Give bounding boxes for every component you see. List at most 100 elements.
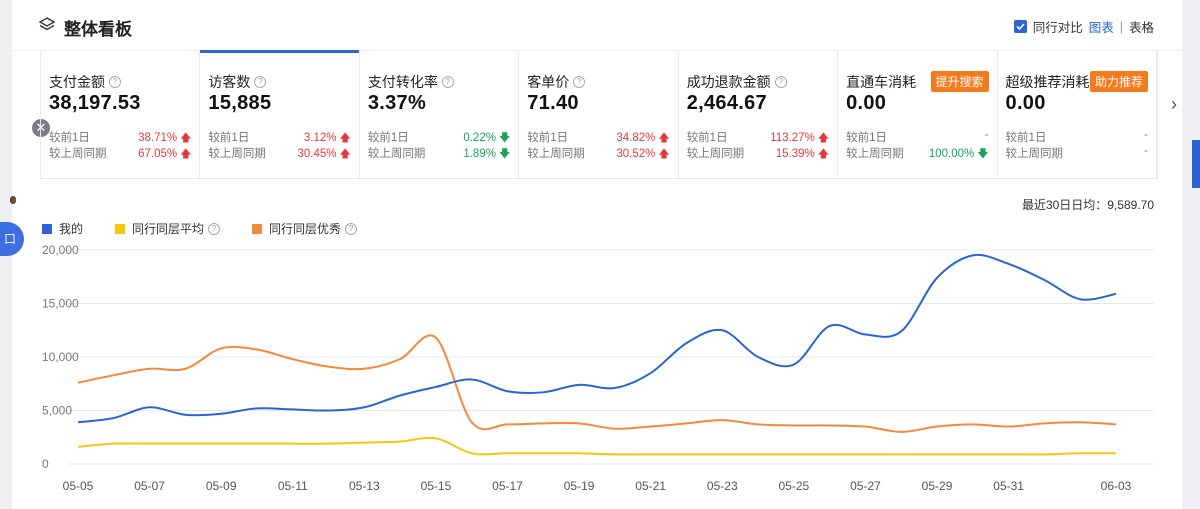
metrics-row: 支付金额? 38,197.53 较前1日 38.71% 🡅 较上周同期 67.05% 🡅 访客数… — [40, 50, 1177, 179]
compare-day: 较前1日 - — [846, 129, 989, 144]
arrow-up-icon: 🡅 — [817, 148, 830, 160]
help-icon[interactable]: ? — [109, 76, 121, 88]
trend-line-chart: 0 5,000 10,000 15,000 20,000 05-05 05-07 05-09 0… — [42, 243, 1154, 493]
compare-day: 较前1日 - — [1005, 129, 1148, 144]
x-tick-label: 05-13 — [349, 479, 380, 493]
x-tick-label: 06-03 — [1101, 479, 1132, 493]
compare-label[interactable]: 同行对比 — [1032, 21, 1083, 35]
legend-label: 同行同层优秀 — [269, 222, 342, 236]
compare-week: 较上周同期 1.89% 🡇 — [367, 148, 511, 160]
metric-card[interactable]: 直通车消耗 提升搜索 0.00 较前1日 - 较上周同期 100.00% 🡇 — [838, 50, 998, 178]
compare-day: 较前1日 38.71% 🡅 — [49, 132, 192, 144]
arrow-up-icon: 🡅 — [658, 148, 670, 160]
x-tick-label: 05-17 — [492, 479, 523, 493]
layers-icon — [38, 17, 56, 31]
close-icon[interactable]: ✕ — [32, 119, 50, 137]
view-separator: | — [1119, 19, 1123, 34]
compare-checkbox[interactable] — [1013, 20, 1027, 33]
legend-item-peer-average[interactable]: 同行同层平均 ? — [115, 220, 221, 237]
metric-card[interactable]: 支付转化率? 3.37% 较前1日 0.22% 🡇 较上周同期 1.89% 🡇 — [360, 50, 520, 178]
metric-label: 直通车消耗 — [846, 74, 917, 90]
chart-legend: 我的 同行同层平均 ? 同行同层优秀 ? — [42, 220, 389, 237]
metric-label: 访客数? — [208, 72, 267, 92]
legend-swatch — [115, 223, 126, 234]
x-tick-label: 05-21 — [635, 479, 666, 493]
compare-day: 较前1日 34.82% 🡅 — [527, 132, 670, 144]
metric-value: 15,885 — [208, 92, 272, 114]
metric-value: 0.00 — [1005, 92, 1046, 114]
help-icon[interactable]: ? — [345, 222, 358, 235]
metric-label: 支付转化率? — [368, 72, 454, 92]
y-tick-label: 5,000 — [42, 404, 72, 418]
arrow-up-icon: 🡅 — [817, 132, 830, 144]
metric-card[interactable]: 访客数? 15,885 较前1日 3.12% 🡅 较上周同期 30.45% 🡅 — [200, 50, 360, 178]
page-title: 整体看板 — [64, 20, 132, 39]
legend-item-mine[interactable]: 我的 — [42, 220, 83, 237]
metric-card[interactable]: 支付金额? 38,197.53 较前1日 38.71% 🡅 较上周同期 67.05% 🡅 — [41, 50, 201, 178]
side-float-button[interactable]: 口 — [0, 222, 24, 256]
series-line-2 — [77, 334, 1117, 433]
average-summary: 最近30日日均：9,589.70 — [1021, 198, 1154, 212]
legend-swatch — [252, 223, 263, 234]
x-tick-label: 05-25 — [779, 479, 810, 493]
metric-label: 成功退款金额? — [687, 72, 787, 92]
legend-label: 我的 — [59, 222, 84, 236]
chevron-right-icon[interactable]: › — [1171, 94, 1177, 114]
promo-tag-button[interactable]: 助力推荐 — [1089, 71, 1148, 92]
metric-label: 客单价? — [527, 72, 586, 92]
compare-day: 较前1日 113.27% 🡅 — [686, 132, 830, 144]
compare-week: 较上周同期 - — [1005, 145, 1148, 160]
y-tick-label: 20,000 — [42, 243, 79, 257]
help-icon[interactable]: ? — [254, 76, 267, 88]
compare-week: 较上周同期 15.39% 🡅 — [686, 148, 830, 160]
metric-value: 2,464.67 — [686, 92, 767, 114]
x-tick-label: 05-27 — [850, 479, 881, 493]
compare-week: 较上周同期 67.05% 🡅 — [49, 148, 192, 160]
x-tick-label: 05-31 — [993, 479, 1024, 493]
view-controls: 同行对比 图表 | 表格 — [1013, 17, 1154, 36]
legend-swatch — [42, 223, 52, 234]
arrow-down-icon: 🡇 — [498, 132, 511, 144]
series-line-0 — [77, 253, 1117, 424]
x-tick-label: 05-15 — [421, 479, 452, 493]
arrow-up-icon: 🡅 — [339, 148, 351, 160]
legend-item-peer-excellent[interactable]: 同行同层优秀 ? — [252, 220, 358, 237]
x-tick-label: 05-09 — [206, 479, 237, 493]
promo-tag-button[interactable]: 提升搜索 — [930, 71, 989, 92]
metric-card[interactable]: 超级推荐消耗 助力推荐 0.00 较前1日 - 较上周同期 - — [998, 50, 1157, 178]
right-edge-tab[interactable] — [1192, 140, 1200, 188]
arrow-up-icon: 🡅 — [180, 132, 192, 144]
compare-week: 较上周同期 30.45% 🡅 — [208, 148, 351, 160]
help-icon[interactable]: ? — [573, 76, 586, 88]
metric-card[interactable]: 成功退款金额? 2,464.67 较前1日 113.27% 🡅 较上周同期 15.39% 🡅 — [679, 50, 839, 178]
x-tick-label: 05-19 — [564, 479, 595, 493]
metric-value: 38,197.53 — [49, 92, 141, 114]
panel-header: 整体看板 同行对比 图表 | 表格 — [12, 0, 1182, 51]
help-icon[interactable]: ? — [441, 76, 454, 88]
help-icon[interactable]: ? — [208, 222, 221, 235]
help-icon[interactable]: ? — [774, 76, 787, 88]
arrow-up-icon: 🡅 — [339, 132, 351, 144]
x-tick-label: 05-07 — [134, 479, 165, 493]
x-tick-label: 05-05 — [63, 479, 94, 493]
y-tick-label: 10,000 — [42, 350, 79, 364]
metric-label: 支付金额? — [49, 72, 121, 92]
arrow-up-icon: 🡅 — [180, 148, 192, 160]
compare-week: 较上周同期 100.00% 🡇 — [846, 148, 989, 160]
y-tick-label: 0 — [42, 457, 49, 471]
x-tick-label: 05-23 — [707, 479, 738, 493]
arrow-up-icon: 🡅 — [658, 132, 670, 144]
metric-value: 0.00 — [846, 92, 887, 114]
view-chart-link[interactable]: 图表 — [1088, 21, 1114, 35]
x-tick-label: 05-29 — [922, 479, 953, 493]
metric-label: 超级推荐消耗 — [1005, 74, 1090, 90]
x-tick-label: 05-11 — [278, 479, 308, 493]
metric-value: 3.37% — [367, 92, 427, 114]
metric-card[interactable]: 客单价? 71.40 较前1日 34.82% 🡅 较上周同期 30.52% 🡅 — [519, 50, 679, 178]
compare-week: 较上周同期 30.52% 🡅 — [527, 148, 670, 160]
y-tick-label: 15,000 — [42, 297, 79, 311]
view-table-link[interactable]: 表格 — [1128, 21, 1154, 35]
side-dot — [10, 196, 16, 204]
compare-day: 较前1日 0.22% 🡇 — [367, 132, 511, 144]
